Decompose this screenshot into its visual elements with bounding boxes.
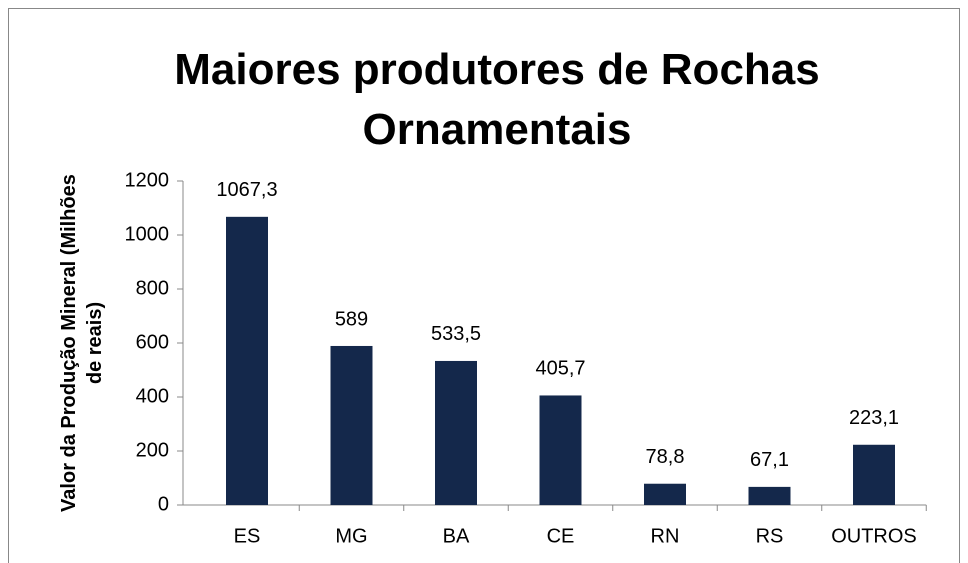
x-tick-label: BA xyxy=(443,525,470,547)
x-tick-label: CE xyxy=(547,525,575,547)
bar xyxy=(853,444,895,505)
data-label: 533,5 xyxy=(431,323,481,345)
chart-border xyxy=(8,8,960,563)
data-label: 78,8 xyxy=(646,446,685,468)
x-tick-label: ES xyxy=(234,525,261,547)
data-label: 405,7 xyxy=(535,358,585,380)
y-tick-label: 600 xyxy=(136,331,169,353)
bar xyxy=(330,345,373,505)
chart-title: Maiores produtores de Rochas Ornamentais xyxy=(174,45,820,154)
data-label: 589 xyxy=(335,308,368,330)
bar xyxy=(748,486,791,505)
y-tick-label: 800 xyxy=(136,277,169,299)
data-label: 223,1 xyxy=(849,407,899,429)
bar xyxy=(226,216,268,506)
y-tick-label: 400 xyxy=(136,385,169,407)
bar xyxy=(539,395,582,505)
x-tick-label: RN xyxy=(651,525,680,547)
bar xyxy=(435,360,477,505)
data-label: 67,1 xyxy=(750,449,789,471)
bar xyxy=(644,483,686,505)
x-tick-label: RS xyxy=(756,525,784,547)
y-tick-label: 1000 xyxy=(125,223,170,245)
data-label: 1067,3 xyxy=(216,179,277,201)
y-tick-label: 200 xyxy=(136,439,169,461)
x-tick-label: OUTROS xyxy=(831,525,917,547)
y-tick-label: 0 xyxy=(158,493,169,515)
y-tick-label: 1200 xyxy=(125,169,170,191)
x-tick-label: MG xyxy=(335,525,367,547)
